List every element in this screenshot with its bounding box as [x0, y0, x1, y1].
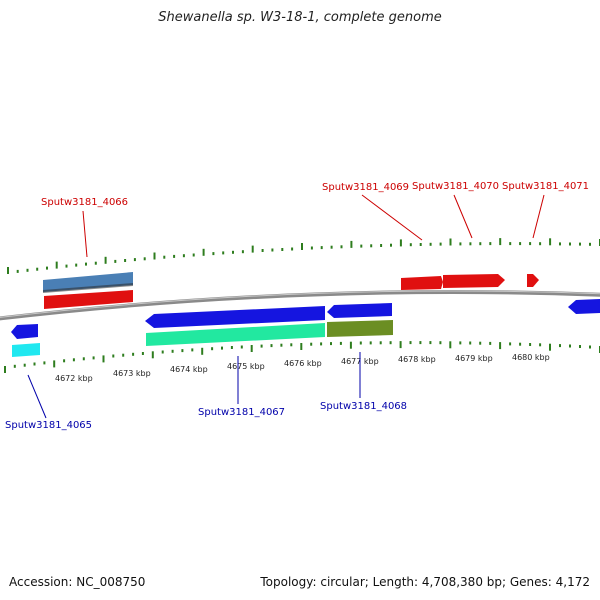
gene-sputw3181-4066-rna[interactable] [43, 272, 133, 292]
gene-sputw3181-4069[interactable] [401, 276, 443, 290]
gene-label-4068[interactable]: Sputw3181_4068 [320, 401, 407, 412]
leader-4066 [82, 210, 88, 258]
gene-label-4069[interactable]: Sputw3181_4069 [322, 182, 409, 193]
gene-sputw3181-4065-cds[interactable] [11, 324, 38, 339]
label-leaders [27, 194, 545, 419]
scale-label: 4674 kbp [170, 365, 208, 374]
gene-label-4071[interactable]: Sputw3181_4071 [502, 181, 589, 192]
leader-4070 [453, 194, 473, 239]
gene-label-4066[interactable]: Sputw3181_4066 [41, 197, 128, 208]
scale-label: 4676 kbp [284, 359, 322, 368]
accession-label: Accession: NC_008750 [9, 575, 146, 589]
scale-label: 4678 kbp [398, 355, 436, 364]
leader-4071 [532, 194, 545, 239]
gene-label-4070[interactable]: Sputw3181_4070 [412, 181, 499, 192]
outer-tick-ring [7, 238, 600, 274]
scale-label: 4675 kbp [227, 362, 265, 371]
gene-label-4065[interactable]: Sputw3181_4065 [5, 420, 92, 431]
leader-4069 [361, 194, 423, 241]
genome-backbone-highlight [0, 290, 600, 318]
gene-sputw3181-4068-cds[interactable] [327, 303, 392, 318]
gene-sputw3181-4067-gene[interactable] [146, 323, 325, 346]
scale-label: 4680 kbp [512, 353, 550, 362]
gene-labels: Sputw3181_4066 Sputw3181_4069 Sputw3181_… [5, 181, 589, 431]
gene-sputw3181-4070[interactable] [443, 274, 505, 288]
genome-title: Shewanella sp. W3-18-1, complete genome [158, 10, 442, 25]
gene-sputw3181-4066-cds[interactable] [44, 290, 133, 309]
genome-backbone [0, 290, 600, 321]
reverse-strand-track [11, 299, 600, 357]
inner-tick-ring [4, 341, 600, 373]
gene-sputw3181-4071[interactable] [527, 274, 539, 287]
scale-label: 4672 kbp [55, 374, 93, 383]
genome-info-label: Topology: circular; Length: 4,708,380 bp… [260, 575, 590, 589]
scale-label: 4679 kbp [455, 354, 493, 363]
gene-sputw3181-4065-small[interactable] [12, 343, 40, 357]
leader-4065 [27, 374, 47, 419]
gene-right-edge[interactable] [568, 299, 600, 314]
forward-strand-track [43, 272, 539, 309]
scale-label: 4673 kbp [113, 369, 151, 378]
gene-label-4067[interactable]: Sputw3181_4067 [198, 407, 285, 418]
scale-labels: 4672 kbp 4673 kbp 4674 kbp 4675 kbp 4676… [55, 353, 550, 383]
gene-sputw3181-4067-cds[interactable] [145, 306, 325, 328]
gene-sputw3181-4068-gene[interactable] [327, 320, 393, 337]
